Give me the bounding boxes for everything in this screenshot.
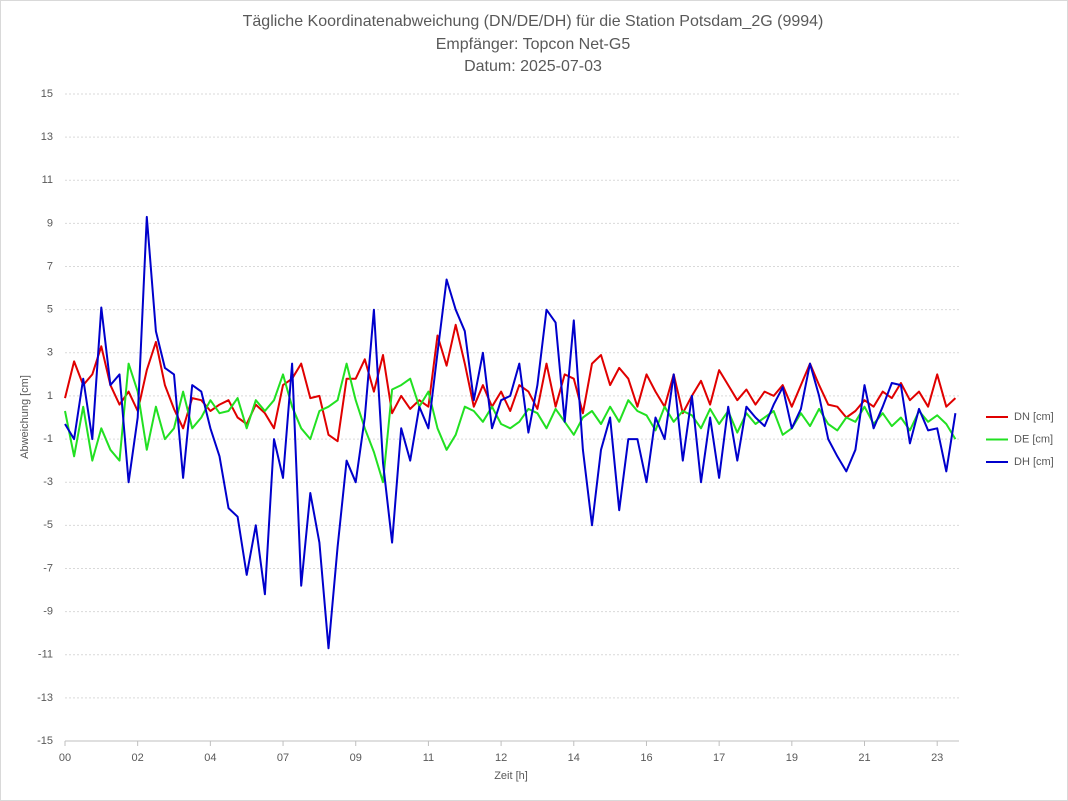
- line-series: [64, 215, 957, 650]
- legend-label: DE [cm]: [1014, 433, 1053, 445]
- y-tick-label: -5: [43, 519, 53, 531]
- y-tick-label: -1: [43, 433, 53, 445]
- x-tick-label: 11: [423, 752, 434, 764]
- y-tick-label: 3: [47, 347, 53, 359]
- y-tick-label: -9: [43, 606, 53, 618]
- line-series: [64, 362, 957, 484]
- x-tick-label: 09: [350, 752, 362, 764]
- x-tick-label: 07: [277, 752, 289, 764]
- legend-label: DH [cm]: [1014, 456, 1054, 468]
- chart-subtitle: Datum: 2025-07-03: [464, 58, 602, 75]
- x-axis-label: Zeit [h]: [494, 770, 528, 782]
- y-tick-label: 1: [47, 390, 53, 402]
- y-axis-label: Abweichung [cm]: [19, 375, 31, 459]
- y-tick-label: -13: [37, 692, 53, 704]
- legend-label: DN [cm]: [1014, 411, 1054, 423]
- y-tick-label: -15: [37, 735, 53, 747]
- x-tick-label: 02: [132, 752, 144, 764]
- x-tick-label: 23: [931, 752, 943, 764]
- x-tick-label: 16: [640, 752, 652, 764]
- x-tick-label: 14: [568, 752, 580, 764]
- y-tick-label: -11: [38, 649, 53, 661]
- y-tick-label: 9: [47, 217, 53, 229]
- y-tick-label: 15: [41, 88, 53, 100]
- y-tick-label: -7: [43, 562, 53, 574]
- x-tick-label: 19: [786, 752, 798, 764]
- x-tick-label: 12: [495, 752, 507, 764]
- y-tick-label: 7: [47, 260, 53, 272]
- x-tick-label: 04: [204, 752, 216, 764]
- y-tick-label: 5: [47, 304, 53, 316]
- chart-title: Tägliche Koordinatenabweichung (DN/DE/DH…: [243, 13, 824, 30]
- x-tick-label: 00: [59, 752, 71, 764]
- y-tick-label: 13: [41, 131, 53, 143]
- chart-subtitle: Empfänger: Topcon Net-G5: [436, 36, 631, 53]
- y-tick-label: -3: [43, 476, 53, 488]
- x-tick-label: 17: [713, 752, 725, 764]
- x-tick-label: 21: [858, 752, 870, 764]
- y-tick-label: 11: [42, 174, 53, 186]
- line-series: [64, 323, 957, 443]
